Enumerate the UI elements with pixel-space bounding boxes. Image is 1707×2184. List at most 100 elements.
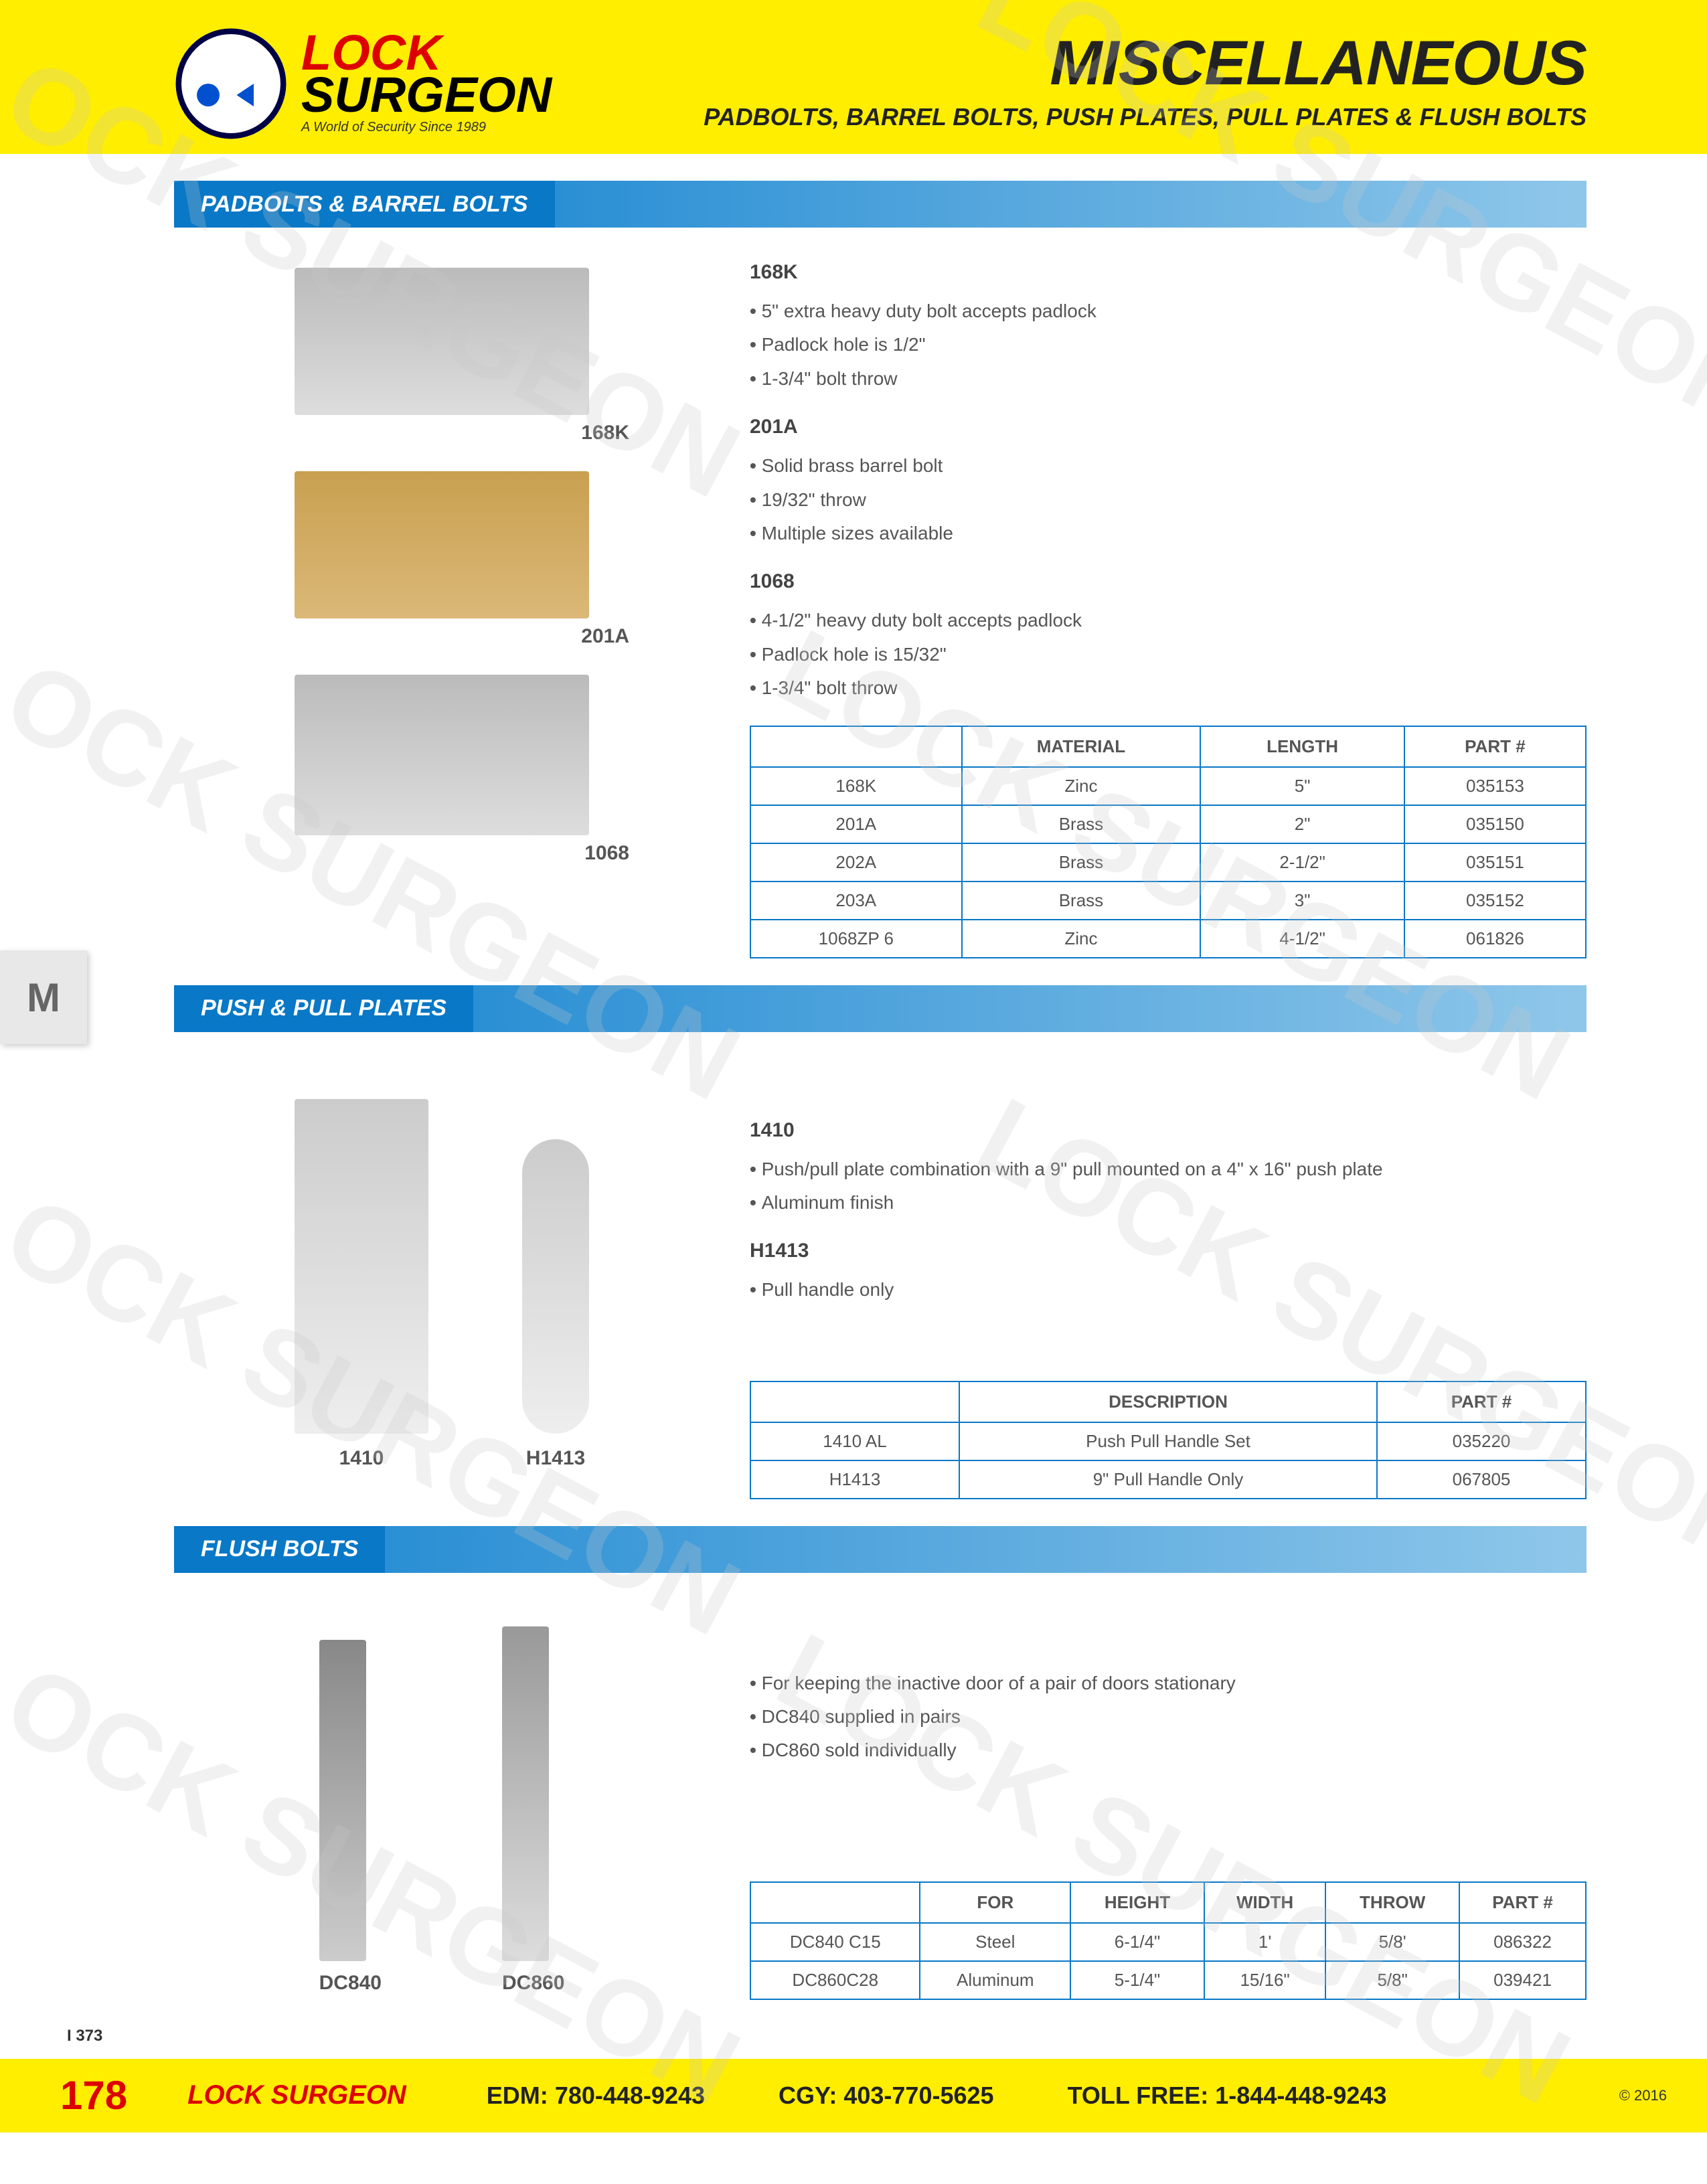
table-cell: 203A [750,881,962,920]
table-cell: 035152 [1404,881,1586,920]
table-cell: 035151 [1404,843,1586,881]
spec-bullet: DC860 sold individually [750,1734,1587,1767]
spec-bullet: For keeping the inactive door of a pair … [750,1667,1587,1700]
page-footer: 178 LOCK SURGEON EDM: 780-448-9243 CGY: … [0,2059,1707,2132]
logo-area: LOCK SURGEON A World of Security Since 1… [174,27,552,141]
table-cell: 086322 [1459,1923,1586,1961]
table-row: DC840 C15Steel6-1/4"1'5/8'086322 [750,1923,1586,1961]
table-cell: DC840 C15 [750,1923,920,1961]
product-label: 168K [174,422,629,444]
table-cell: Brass [962,843,1201,881]
table-row: DC860C28Aluminum5-1/4"15/16"5/8"039421 [750,1961,1586,1999]
spec-bullet: 1-3/4" bolt throw [750,671,1587,705]
logo-brand-bottom: SURGEON [301,74,552,116]
table-cell: 9" Pull Handle Only [959,1460,1377,1499]
table-cell: 201A [750,805,962,843]
page-number: 178 [60,2072,127,2118]
table-row: 1410 ALPush Pull Handle Set035220 [750,1422,1586,1460]
table-cell: 5/8' [1325,1923,1459,1961]
spec-bullet: Solid brass barrel bolt [750,449,1587,483]
section-title: PADBOLTS & BARREL BOLTS [174,181,555,228]
table-cell: 5" [1200,767,1404,805]
table-header: PART # [1377,1381,1586,1422]
spec-list: Push/pull plate combination with a 9" pu… [750,1153,1587,1220]
spec-code: 201A [750,416,1587,438]
table-cell: 5-1/4" [1070,1961,1204,1999]
table-cell: 1410 AL [750,1422,959,1460]
footer-copyright: © 2016 [1619,2087,1667,2104]
product-image-201a [295,471,589,618]
table-cell: 15/16" [1204,1961,1325,1999]
spec-code: 168K [750,261,1587,284]
product-label: H1413 [522,1447,589,1470]
table-cell: DC860C28 [750,1961,920,1999]
table-cell: 067805 [1377,1460,1586,1499]
spec-bullet: Padlock hole is 1/2" [750,328,1587,361]
table-row: 203ABrass3"035152 [750,881,1586,920]
table-cell: 168K [750,767,962,805]
spec-bullet: 5" extra heavy duty bolt accepts padlock [750,295,1587,328]
table-cell: 2" [1200,805,1404,843]
section-title: FLUSH BOLTS [174,1526,385,1573]
table-cell: 035220 [1377,1422,1586,1460]
page-header: LOCK SURGEON A World of Security Since 1… [0,0,1707,154]
footer-brand: LOCK SURGEON [187,2080,406,2110]
table-cell: 3" [1200,881,1404,920]
table-header: PART # [1459,1882,1586,1923]
spec-bullet: Aluminum finish [750,1186,1587,1220]
table-row: 1068ZP 6Zinc4-1/2"061826 [750,920,1586,958]
product-image-h1413 [522,1139,589,1434]
table-row: 202ABrass2-1/2"035151 [750,843,1586,881]
product-label: 1068 [174,842,629,865]
spec-bullet: 19/32" throw [750,483,1587,517]
product-image-168k [295,268,589,415]
table-cell: 039421 [1459,1961,1586,1999]
table-header: MATERIAL [962,726,1201,767]
section-bar-flush: FLUSH BOLTS [174,1526,1587,1573]
product-label: DC840 [319,1972,382,1995]
table-cell: Zinc [962,767,1201,805]
product-label: 1410 [295,1447,428,1470]
product-image-dc840 [319,1640,366,1961]
page-title: MISCELLANEOUS [704,27,1587,99]
index-code: I 373 [67,2027,1707,2045]
table-header: WIDTH [1204,1882,1325,1923]
logo-badge-icon [174,27,288,141]
table-header [750,1381,959,1422]
spec-list: 5" extra heavy duty bolt accepts padlock… [750,295,1587,396]
spec-bullet: Pull handle only [750,1273,1587,1307]
table-header: DESCRIPTION [959,1381,1377,1422]
spec-bullet: Push/pull plate combination with a 9" pu… [750,1153,1587,1186]
table-header: THROW [1325,1882,1459,1923]
footer-edm: EDM: 780-448-9243 [487,2082,705,2110]
table-cell: Push Pull Handle Set [959,1422,1377,1460]
table-header: PART # [1404,726,1586,767]
spec-bullet: Padlock hole is 15/32" [750,638,1587,671]
table-cell: Brass [962,805,1201,843]
table-header: HEIGHT [1070,1882,1204,1923]
table-cell: Steel [920,1923,1070,1961]
table-cell: 202A [750,843,962,881]
plates-table: DESCRIPTION PART # 1410 ALPush Pull Hand… [750,1381,1587,1499]
product-image-1068 [295,675,589,835]
section-title: PUSH & PULL PLATES [174,985,473,1032]
table-cell: Brass [962,881,1201,920]
product-label: 201A [174,625,629,648]
table-cell: Aluminum [920,1961,1070,1999]
spec-bullet: 4-1/2" heavy duty bolt accepts padlock [750,604,1587,637]
product-image-1410 [295,1099,428,1434]
section-bar-padbolts: PADBOLTS & BARREL BOLTS [174,181,1587,228]
table-row: H14139" Pull Handle Only067805 [750,1460,1586,1499]
table-cell: 2-1/2" [1200,843,1404,881]
spec-list: Pull handle only [750,1273,1587,1307]
spec-bullet: 1-3/4" bolt throw [750,362,1587,396]
spec-code: H1413 [750,1240,1587,1262]
table-cell: 1068ZP 6 [750,920,962,958]
footer-cgy: CGY: 403-770-5625 [779,2082,994,2110]
spec-bullet: DC840 supplied in pairs [750,1700,1587,1734]
section-index-tab: M [0,950,87,1044]
product-label: DC860 [502,1972,564,1995]
table-header [750,1882,920,1923]
spec-code: 1068 [750,570,1587,593]
spec-code: 1410 [750,1119,1587,1142]
